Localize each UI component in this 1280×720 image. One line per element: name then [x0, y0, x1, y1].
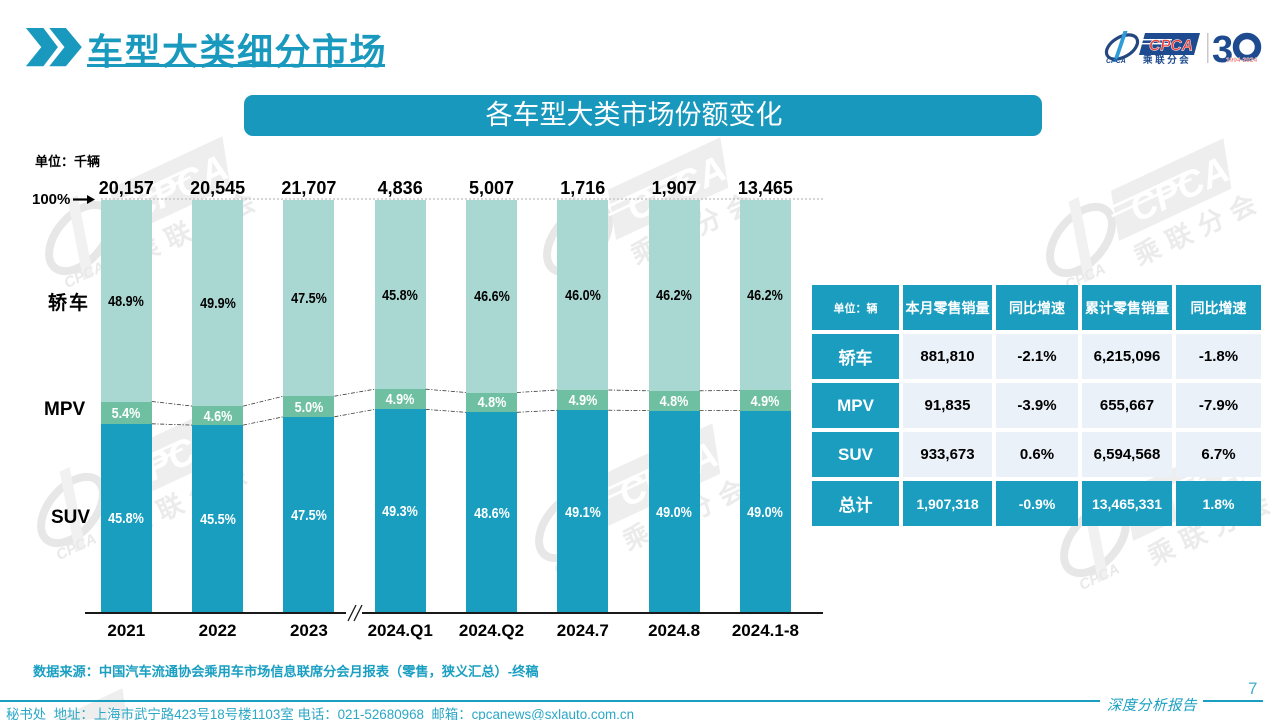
svg-text:3: 3: [1212, 29, 1233, 70]
svg-text:1994-2024: 1994-2024: [1226, 57, 1257, 64]
svg-text:CPCA: CPCA: [1149, 38, 1193, 55]
svg-text:CPCA: CPCA: [1106, 58, 1126, 65]
svg-text:乘联分会: 乘联分会: [1142, 54, 1191, 66]
